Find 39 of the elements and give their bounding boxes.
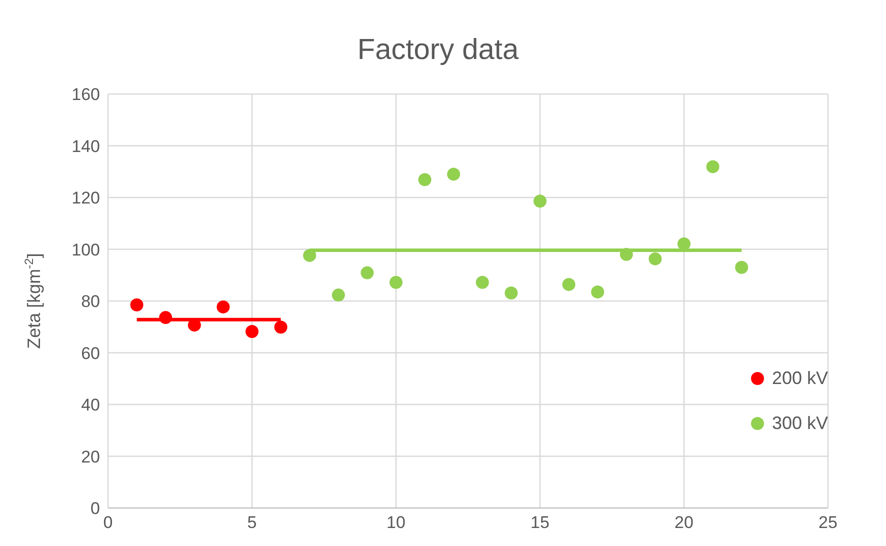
point: [332, 288, 345, 302]
point: [274, 320, 288, 334]
x-tick-label: 10: [386, 513, 406, 532]
y-tick-label: 60: [81, 344, 100, 363]
point: [360, 266, 374, 280]
point: [418, 173, 432, 186]
point: [447, 168, 460, 181]
point: [390, 276, 402, 289]
y-tick-label: 160: [72, 85, 100, 104]
y-tick-label: 140: [72, 136, 100, 156]
x-tick-label: 25: [818, 513, 838, 532]
point: [591, 285, 604, 298]
point: [620, 248, 633, 261]
y-tick-label: 0: [90, 499, 100, 518]
x-tick-label: 0: [103, 513, 113, 532]
point: [303, 248, 316, 262]
chart-title: Factory data: [356, 33, 520, 68]
legend-label: 300 kV: [772, 413, 828, 434]
legend-label: 200 kV: [772, 368, 828, 389]
point: [130, 298, 144, 312]
point: [534, 194, 546, 208]
point: [735, 260, 748, 274]
point: [706, 160, 720, 174]
x-tick-label: 15: [530, 513, 550, 532]
y-tick-label: 120: [72, 188, 100, 208]
point: [246, 325, 258, 338]
y-tick-label: 100: [72, 240, 100, 260]
point: [159, 311, 172, 324]
x-tick-label: 5: [247, 513, 257, 532]
point: [216, 300, 230, 314]
point: [678, 237, 690, 250]
y-tick-label: 40: [81, 396, 100, 415]
y-tick-label: 80: [81, 292, 100, 312]
point: [562, 278, 576, 291]
x-tick-label: 20: [674, 513, 694, 532]
y-tick-label: 20: [81, 447, 100, 466]
point: [648, 252, 662, 266]
point: [504, 286, 518, 300]
point: [476, 276, 489, 289]
